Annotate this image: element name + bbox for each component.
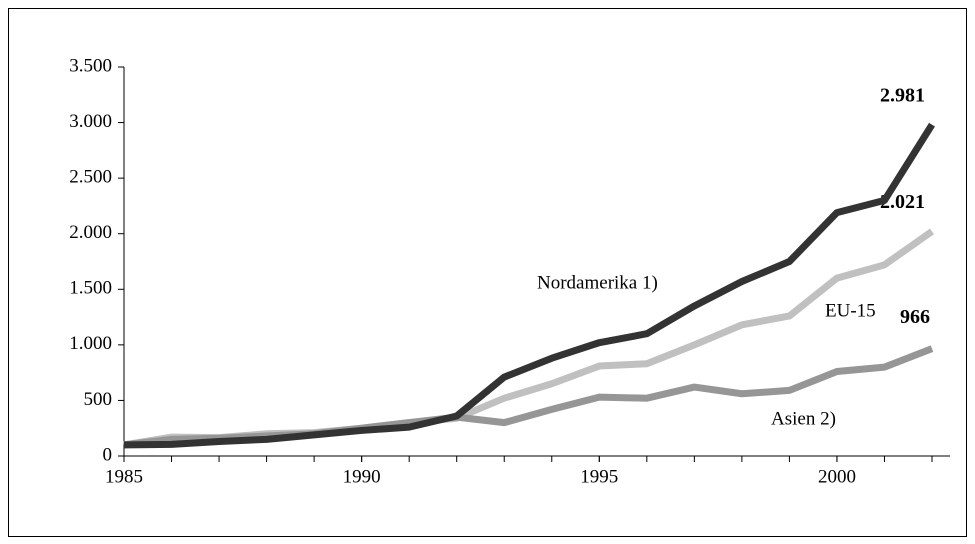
y-tick-label: 0 xyxy=(103,444,113,465)
y-tick-label: 2.500 xyxy=(69,167,112,188)
x-tick-label: 1995 xyxy=(580,466,618,487)
series-label: Nordamerika 1) xyxy=(537,272,658,293)
series-label: EU-15 xyxy=(825,300,876,321)
value-label: 2.021 xyxy=(880,191,925,213)
y-tick-label: 2.000 xyxy=(69,222,112,243)
frame xyxy=(8,8,967,537)
y-tick-label: 3.500 xyxy=(69,55,112,76)
x-tick-label: 1985 xyxy=(105,466,143,487)
series-line xyxy=(123,345,934,449)
y-tick-label: 3.000 xyxy=(69,111,112,132)
x-tick-label: 1990 xyxy=(343,466,381,487)
y-tick-label: 1.000 xyxy=(69,333,112,354)
y-tick-label: 500 xyxy=(84,389,113,410)
series-label: Asien 2) xyxy=(771,408,836,429)
value-label: 966 xyxy=(900,306,930,328)
value-label: 2.981 xyxy=(880,84,925,106)
x-tick-label: 2000 xyxy=(818,466,856,487)
y-tick-label: 1.500 xyxy=(69,278,112,299)
series-line xyxy=(123,122,935,449)
